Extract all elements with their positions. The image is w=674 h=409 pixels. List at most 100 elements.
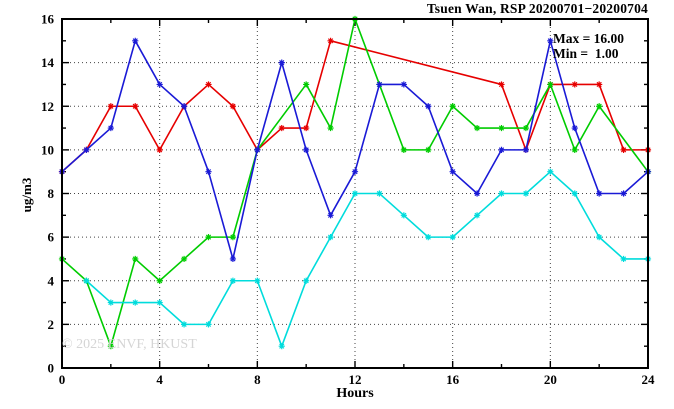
data-point-marker-cyan [596, 234, 603, 241]
data-point-marker-blue [498, 146, 505, 153]
data-point-marker-cyan [473, 212, 481, 219]
data-point-marker-red [498, 81, 505, 88]
data-point-marker-cyan [107, 299, 114, 306]
data-point-marker-blue [571, 124, 578, 132]
data-point-marker-green [547, 81, 554, 88]
data-point-marker-red [620, 146, 627, 153]
data-point-marker-blue [107, 124, 114, 132]
data-point-marker-red [327, 37, 334, 44]
data-point-marker-cyan [229, 277, 237, 284]
data-point-marker-blue [376, 81, 383, 88]
data-point-marker-blue [180, 103, 188, 110]
data-point-marker-green [425, 146, 432, 153]
plot-border [61, 18, 649, 369]
y-tick-label: 12 [41, 99, 54, 114]
data-point-marker-red [229, 103, 237, 110]
data-point-marker-green [180, 255, 188, 263]
data-point-marker-red [156, 146, 163, 153]
data-point-marker-blue [596, 190, 603, 197]
data-point-marker-cyan [547, 168, 554, 175]
data-point-marker-cyan [278, 343, 285, 350]
data-point-marker-blue [449, 168, 456, 175]
data-point-marker-cyan [180, 321, 188, 328]
y-tick-label: 14 [41, 55, 55, 70]
data-point-marker-green [571, 146, 578, 153]
data-point-marker-cyan [522, 190, 530, 197]
data-point-marker-blue [132, 37, 139, 44]
y-axis-label: ug/m3 [19, 177, 34, 213]
x-tick-label: 4 [156, 372, 163, 387]
data-point-marker-blue [620, 190, 627, 197]
data-point-marker-blue [522, 146, 530, 153]
data-point-marker-green [229, 234, 237, 241]
x-tick-label: 8 [254, 372, 261, 387]
data-point-marker-cyan [400, 212, 407, 219]
data-point-marker-cyan [303, 277, 310, 284]
data-point-marker-green [156, 277, 163, 284]
watermark-text: © 2025 ENVF, HKUST [62, 337, 197, 352]
data-point-marker-blue [351, 168, 359, 175]
data-point-marker-green [132, 255, 139, 263]
y-tick-label: 6 [48, 230, 55, 245]
data-point-marker-cyan [425, 234, 432, 241]
data-point-marker-cyan [327, 234, 334, 241]
data-point-marker-cyan [254, 277, 261, 284]
series-line-blue [61, 40, 649, 260]
data-point-marker-red [596, 81, 603, 88]
data-point-marker-cyan [498, 190, 505, 197]
data-point-marker-green [205, 234, 212, 241]
data-point-marker-blue [327, 212, 334, 219]
data-point-marker-green [596, 103, 603, 110]
data-point-marker-cyan [376, 190, 383, 197]
x-tick-label: 20 [544, 372, 557, 387]
min-stat-label: Min = 1.00 [553, 46, 619, 61]
data-point-marker-cyan [351, 190, 359, 197]
data-point-marker-blue [254, 146, 261, 153]
x-tick-label: 0 [59, 372, 66, 387]
data-point-marker-green [498, 124, 505, 132]
y-tick-label: 8 [48, 186, 55, 201]
data-point-marker-blue [156, 81, 163, 88]
data-point-marker-cyan [156, 299, 163, 306]
data-point-marker-cyan [449, 234, 456, 241]
data-point-marker-green [473, 124, 481, 132]
data-point-marker-blue [547, 37, 554, 44]
data-point-marker-green [449, 103, 456, 110]
data-point-marker-red [205, 81, 212, 88]
data-point-marker-red [132, 103, 139, 110]
data-point-marker-green [522, 124, 530, 132]
x-axis-label: Hours [336, 386, 374, 401]
data-point-marker-red [303, 124, 310, 132]
data-point-marker-green [303, 81, 310, 88]
data-point-marker-red [571, 81, 578, 88]
data-point-marker-blue [400, 81, 407, 88]
data-point-marker-blue [473, 190, 481, 197]
series-line-cyan [85, 170, 648, 347]
y-tick-label: 4 [48, 273, 55, 288]
data-point-marker-cyan [571, 190, 578, 197]
y-tick-label: 16 [41, 12, 55, 27]
x-tick-label: 16 [446, 372, 460, 387]
data-point-marker-red [278, 124, 285, 132]
data-point-marker-cyan [132, 299, 139, 306]
y-tick-label: 0 [48, 361, 55, 376]
data-point-marker-red [107, 103, 114, 110]
data-point-marker-blue [205, 168, 212, 175]
data-point-marker-green [400, 146, 407, 153]
data-point-marker-blue [229, 255, 237, 263]
data-point-marker-blue [278, 59, 285, 66]
x-tick-label: 12 [349, 372, 362, 387]
data-point-marker-cyan [620, 255, 627, 263]
chart-title: Tsuen Wan, RSP 20200701−20200704 [426, 1, 648, 16]
data-point-marker-blue [83, 146, 90, 153]
data-point-marker-cyan [205, 321, 212, 328]
data-point-marker-green [107, 343, 114, 350]
max-stat-label: Max = 16.00 [553, 31, 625, 46]
data-point-marker-cyan [83, 277, 90, 284]
y-tick-label: 2 [48, 317, 55, 332]
data-point-marker-blue [425, 103, 432, 110]
data-point-marker-green [327, 124, 334, 132]
y-tick-label: 10 [41, 142, 54, 157]
